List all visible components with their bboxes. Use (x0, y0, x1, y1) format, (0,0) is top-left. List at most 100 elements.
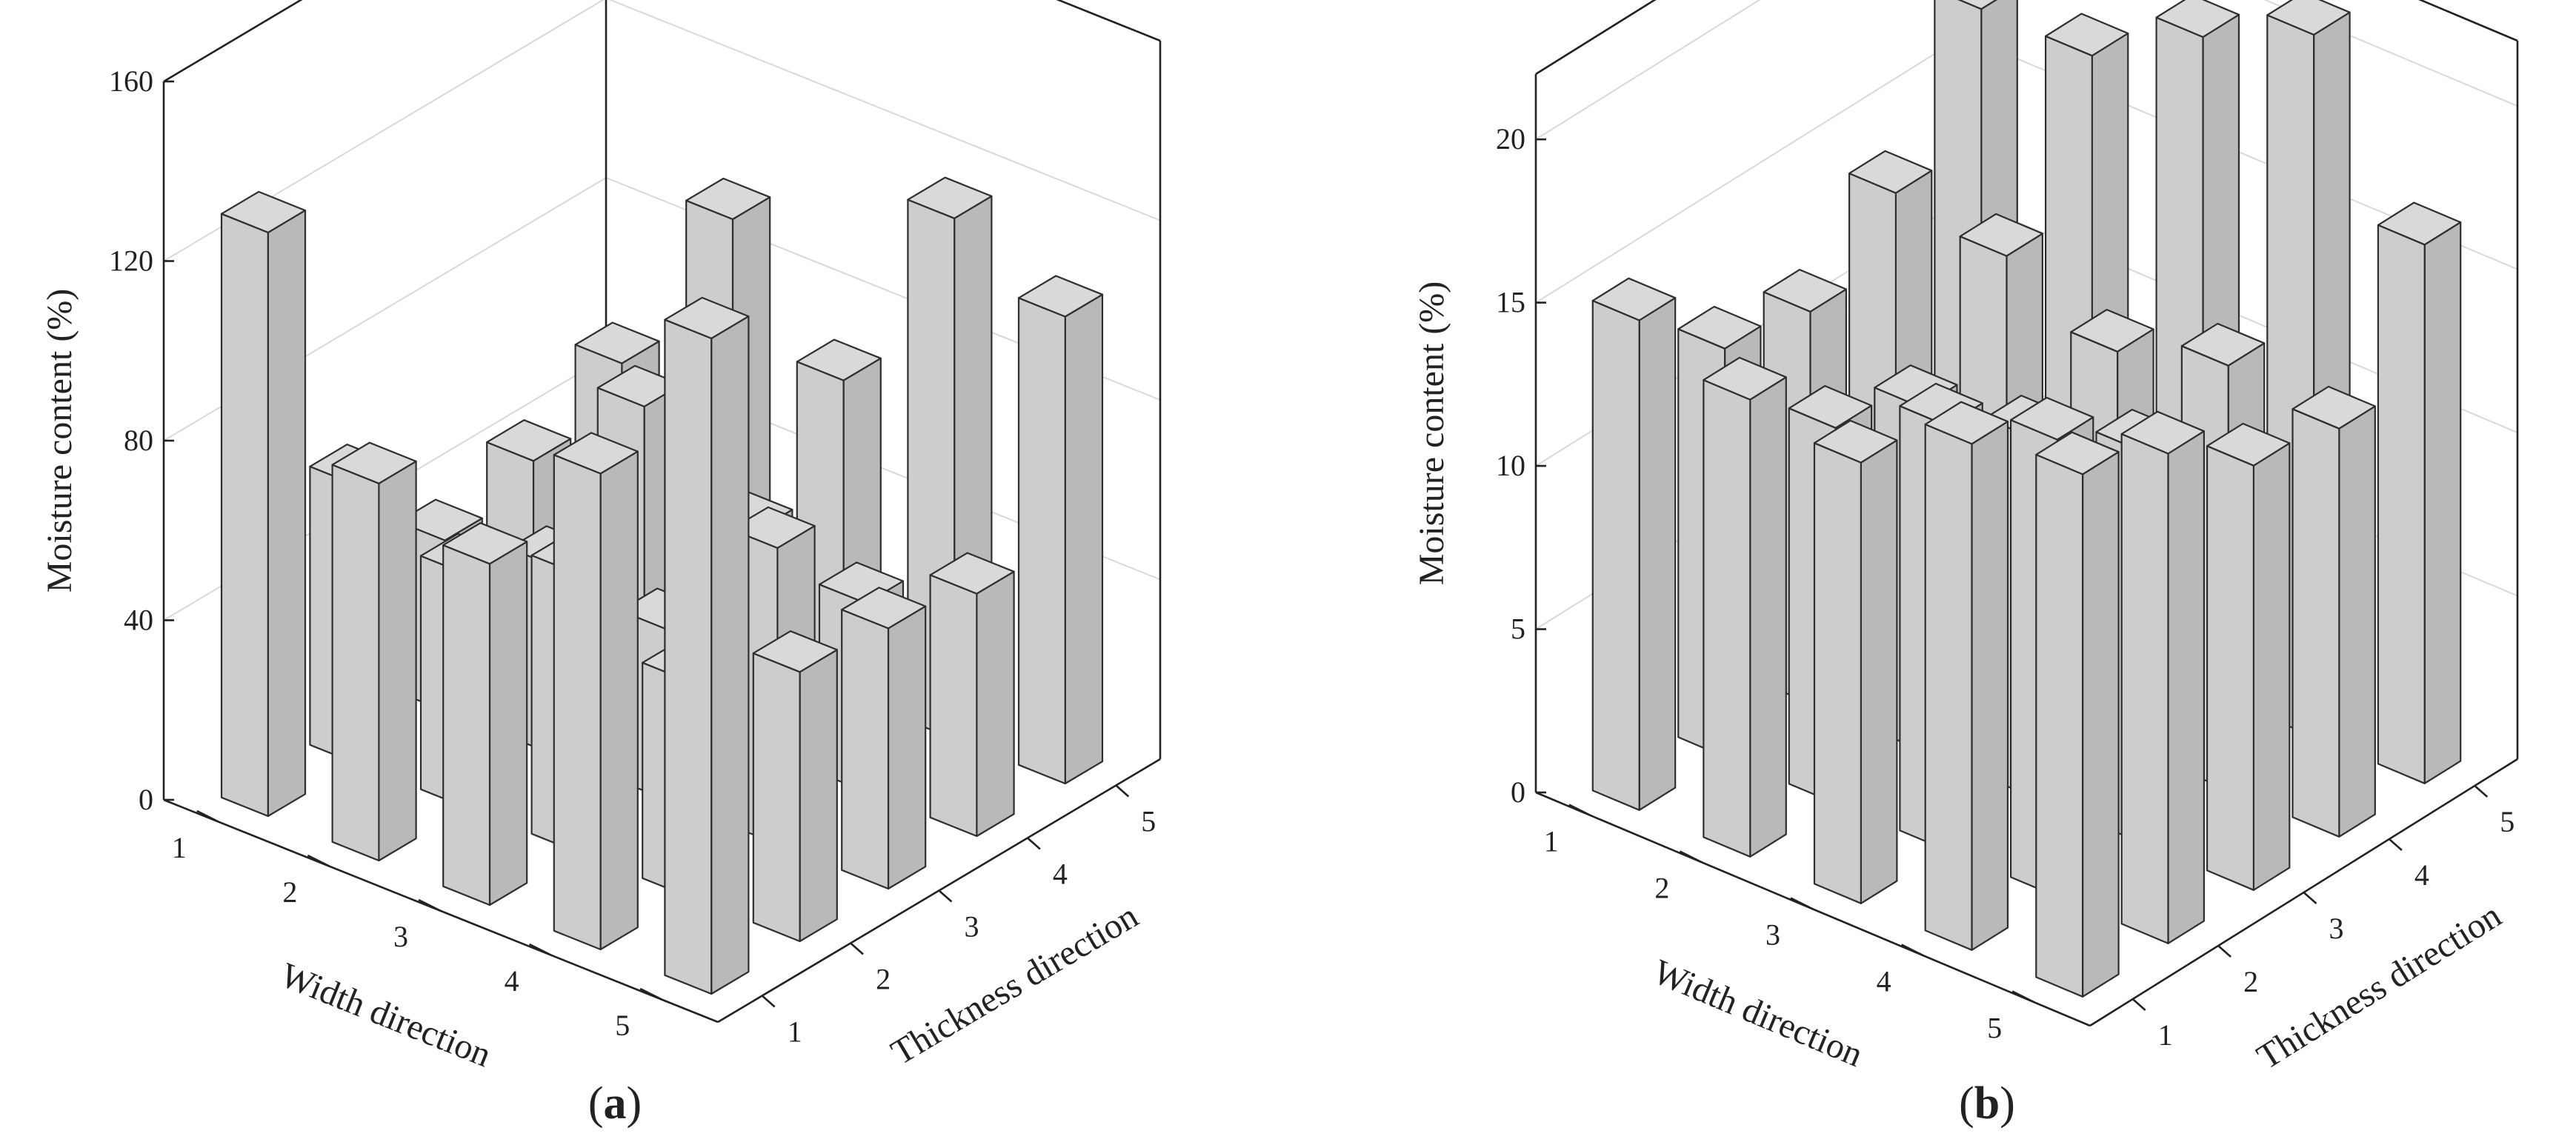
bar-face-right (2338, 405, 2376, 838)
bar (1591, 277, 1677, 811)
bar (752, 630, 838, 943)
x-tick-label: 1 (1544, 825, 1559, 858)
y-tick (850, 942, 864, 955)
bar-face-top (1813, 419, 1898, 464)
y-tick (1027, 837, 1041, 850)
bar-face-top (907, 176, 993, 219)
bar-face-top (2155, 0, 2240, 39)
bar-face-top (2292, 385, 2376, 430)
bar (2120, 410, 2205, 944)
bar (664, 296, 750, 995)
bar-face-right (488, 541, 528, 906)
bar (2292, 385, 2376, 838)
panel-label-close: ) (627, 1078, 642, 1129)
panel-label-close: ) (2000, 1078, 2015, 1129)
x-tick-label: 5 (1987, 1012, 2002, 1045)
bar-face-top (685, 177, 771, 221)
y-tick (2474, 785, 2489, 798)
bar-face-right (887, 605, 927, 890)
bar-face-right (1638, 297, 1677, 811)
bar-face-left (2120, 433, 2169, 944)
bar-face-right (1064, 293, 1104, 785)
panel-label: (b) (1959, 1078, 2015, 1129)
gridline (1535, 0, 2518, 141)
bar-face-right (378, 460, 417, 862)
bar-face-top (442, 522, 528, 565)
bar-face-left (442, 544, 491, 906)
panel-a-chart: 0 40 80 120 160 1 2 3 4 5 1 2 3 4 5 Moisture content (%… (40, 0, 1162, 1129)
bar-face-top (1591, 277, 1677, 321)
x-tick (1790, 897, 1814, 910)
bar-face-left (2292, 408, 2340, 838)
bar-face-top (752, 630, 838, 673)
z-tick-label: 160 (109, 64, 153, 98)
bar-face-left (2206, 445, 2254, 891)
x-tick-label: 4 (1877, 965, 1891, 998)
bar-face-top (730, 506, 816, 550)
bar-face-right (710, 315, 750, 995)
bar-face-right (599, 450, 639, 951)
bar-face-right (1860, 439, 1898, 904)
bar-face-right (976, 570, 1015, 838)
bar (331, 441, 417, 862)
x-tick-label: 5 (615, 1009, 630, 1042)
bar-face-left (220, 213, 269, 818)
y-tick (761, 995, 776, 1008)
bar-face-top (331, 441, 417, 484)
bar-face-right (1749, 376, 1787, 858)
z-tick-label: 10 (1496, 449, 1525, 482)
y-tick (2217, 945, 2231, 958)
x-axis-title: Width direction (275, 955, 496, 1075)
bar (553, 432, 639, 951)
bar-face-top (2266, 0, 2351, 36)
y-axis-title: Thickness direction (885, 896, 1145, 1072)
x-tick-label: 4 (505, 964, 519, 998)
y-tick-label: 1 (2158, 1018, 2173, 1052)
x-tick (1901, 944, 1925, 957)
bar (1924, 401, 2009, 951)
bar-face-top (553, 432, 639, 475)
bar-face-left (2035, 453, 2084, 998)
bar-face-top (2120, 410, 2205, 455)
bar-face-top (2070, 309, 2154, 353)
bar (2377, 201, 2462, 784)
panel-b-chart: 0 5 10 15 20 1 2 3 4 5 1 2 3 4 5 Moisture content (%) Wi… (1412, 0, 2519, 1129)
z-tick-label: 80 (124, 424, 153, 457)
y-tick (1115, 784, 1130, 798)
y-tick-label: 5 (2500, 805, 2515, 838)
y-tick-label: 5 (1141, 805, 1156, 838)
y-tick-label: 2 (2243, 965, 2258, 998)
bar-face-top (220, 190, 307, 233)
x-tick (639, 987, 663, 1001)
panel-label-letter: b (1974, 1078, 2000, 1129)
panel-label-open: ( (588, 1078, 604, 1129)
y-tick-label: 3 (965, 910, 979, 944)
bar-face-left (331, 464, 380, 862)
bar-face-top (2377, 201, 2462, 246)
x-tick (2011, 990, 2035, 1004)
z-axis-title: Moisture content (%) (40, 289, 79, 593)
y-tick-label: 2 (876, 963, 891, 996)
bar-face-right (799, 649, 838, 943)
bar (1017, 275, 1104, 785)
bar-face-top (1677, 305, 1762, 350)
bar-face-top (1957, 0, 1997, 10)
bar (841, 587, 927, 890)
z-tick-label: 0 (139, 783, 153, 816)
panel-label: (a) (588, 1078, 642, 1129)
z-tick-label: 20 (1496, 122, 1525, 156)
y-tick (2389, 838, 2403, 851)
bar-face-right (2082, 451, 2120, 998)
bar-face-left (841, 609, 890, 890)
y-tick (2303, 892, 2317, 904)
z-tick-label: 120 (109, 244, 153, 278)
bar-face-top (1017, 275, 1104, 318)
bar-face-top (796, 338, 882, 381)
y-tick-label: 1 (788, 1015, 802, 1049)
y-tick-label: 4 (1053, 858, 1068, 891)
bar (220, 190, 307, 818)
bar (2035, 431, 2120, 998)
bar-face-top (574, 321, 660, 364)
bar-face-left (553, 454, 602, 951)
